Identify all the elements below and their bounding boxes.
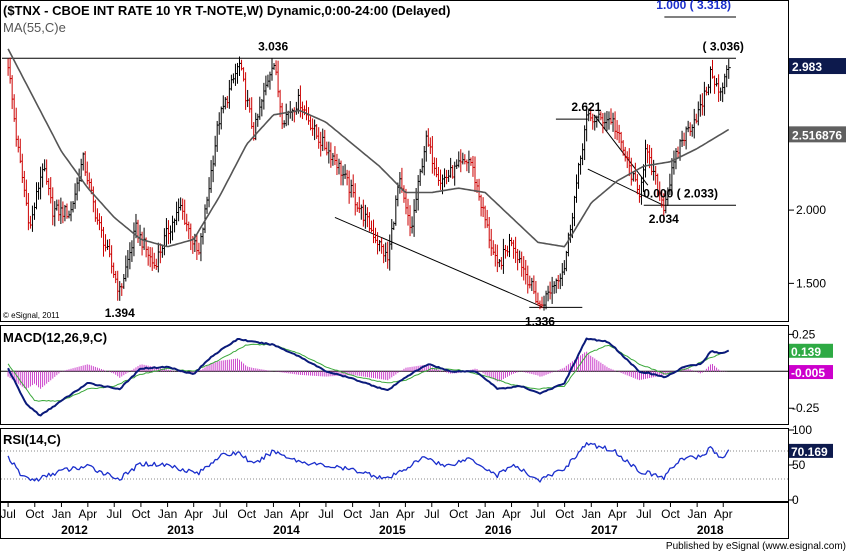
trend-line: [587, 168, 665, 207]
price-panel-frame: [0, 0, 789, 322]
rsi-line: [7, 442, 730, 483]
price-axis-label: 2.000: [796, 203, 826, 217]
month-tick-label: Oct: [343, 507, 362, 521]
rsi-tag-box: [789, 443, 833, 458]
rsi-axis-label: 0: [792, 493, 799, 507]
price-annotation: 1.000 ( 3.318): [656, 0, 731, 12]
price-annotation: 1.394: [105, 306, 135, 320]
macd-tag-label: -0.005: [791, 366, 825, 380]
rsi-label: RSI(14,C): [3, 432, 61, 447]
copyright-text: © eSignal, 2011: [3, 311, 60, 320]
month-tick-label: Oct: [555, 507, 574, 521]
month-tick-label: Jul: [530, 507, 545, 521]
rsi-tag-label: 70.169: [791, 445, 828, 459]
macd-panel-frame: [0, 325, 789, 425]
year-label: 2013: [167, 523, 194, 537]
month-tick-label: Oct: [25, 507, 44, 521]
price-tag-box: [789, 58, 846, 75]
price-annotation: 3.036: [258, 39, 288, 53]
macd-tag-box: [789, 365, 833, 380]
macd-axis-label: 0.25: [792, 327, 816, 341]
month-tick-label: Apr: [290, 507, 309, 521]
ma-legend-label: MA(55,C)e: [3, 20, 66, 35]
month-tick-label: Apr: [78, 507, 97, 521]
month-tick-label: Jan: [264, 507, 283, 521]
month-tick-label: Apr: [608, 507, 627, 521]
year-label: 2015: [379, 523, 406, 537]
month-tick-label: Jan: [52, 507, 71, 521]
month-tick-label: Oct: [449, 507, 468, 521]
month-tick-label: Jan: [475, 507, 494, 521]
price-annotation: 2.621: [571, 100, 601, 114]
month-tick-label: Jan: [158, 507, 177, 521]
year-label: 2017: [591, 523, 618, 537]
year-label: 2014: [273, 523, 300, 537]
month-tick-label: Oct: [132, 507, 151, 521]
rsi-panel-frame: [0, 428, 789, 502]
month-tick-label: Apr: [184, 507, 203, 521]
chart-title: ($TNX - CBOE INT RATE 10 YR T-NOTE,W) Dy…: [3, 3, 450, 18]
price-axis-label: 1.500: [796, 276, 826, 290]
month-tick-label: Jan: [582, 507, 601, 521]
price-tag-label: 2.983: [792, 60, 822, 74]
macd-axis-label: -0.25: [792, 401, 820, 415]
trend-line: [334, 216, 543, 308]
price-annotation: 0.000 ( 2.033): [643, 186, 718, 200]
month-tick-label: Apr: [396, 507, 415, 521]
month-tick-label: Jul: [0, 507, 15, 521]
year-label: 2018: [697, 523, 724, 537]
year-label: 2016: [485, 523, 512, 537]
month-tick-label: Jan: [370, 507, 389, 521]
macd-line: [7, 337, 730, 417]
published-footer: Published by eSignal (www.esignal.com): [666, 541, 846, 552]
month-tick-label: Jul: [212, 507, 227, 521]
month-tick-label: Jul: [636, 507, 651, 521]
rsi-axis-label: 100: [792, 423, 812, 437]
month-tick-label: Jan: [687, 507, 706, 521]
month-tick-label: Oct: [237, 507, 256, 521]
month-tick-label: Jul: [318, 507, 333, 521]
price-annotation: ( 3.036): [703, 39, 744, 53]
ma-55-line: [7, 48, 730, 248]
month-tick-label: Apr: [502, 507, 521, 521]
month-tick-label: Jul: [424, 507, 439, 521]
price-tag-box: [789, 126, 846, 143]
price-tag-label: 2.516876: [792, 128, 842, 142]
x-axis-frame: [0, 502, 789, 539]
macd-label: MACD(12,26,9,C): [3, 330, 107, 345]
month-tick-label: Apr: [714, 507, 733, 521]
month-tick-label: Jul: [107, 507, 122, 521]
year-label: 2012: [61, 523, 88, 537]
macd-tag-box: [789, 343, 833, 358]
macd-tag-label: 0.139: [791, 345, 821, 359]
month-tick-label: Oct: [661, 507, 680, 521]
price-annotation: 2.034: [649, 212, 679, 226]
rsi-axis-label: 50: [792, 458, 806, 472]
price-annotation: 1.336: [525, 314, 555, 328]
